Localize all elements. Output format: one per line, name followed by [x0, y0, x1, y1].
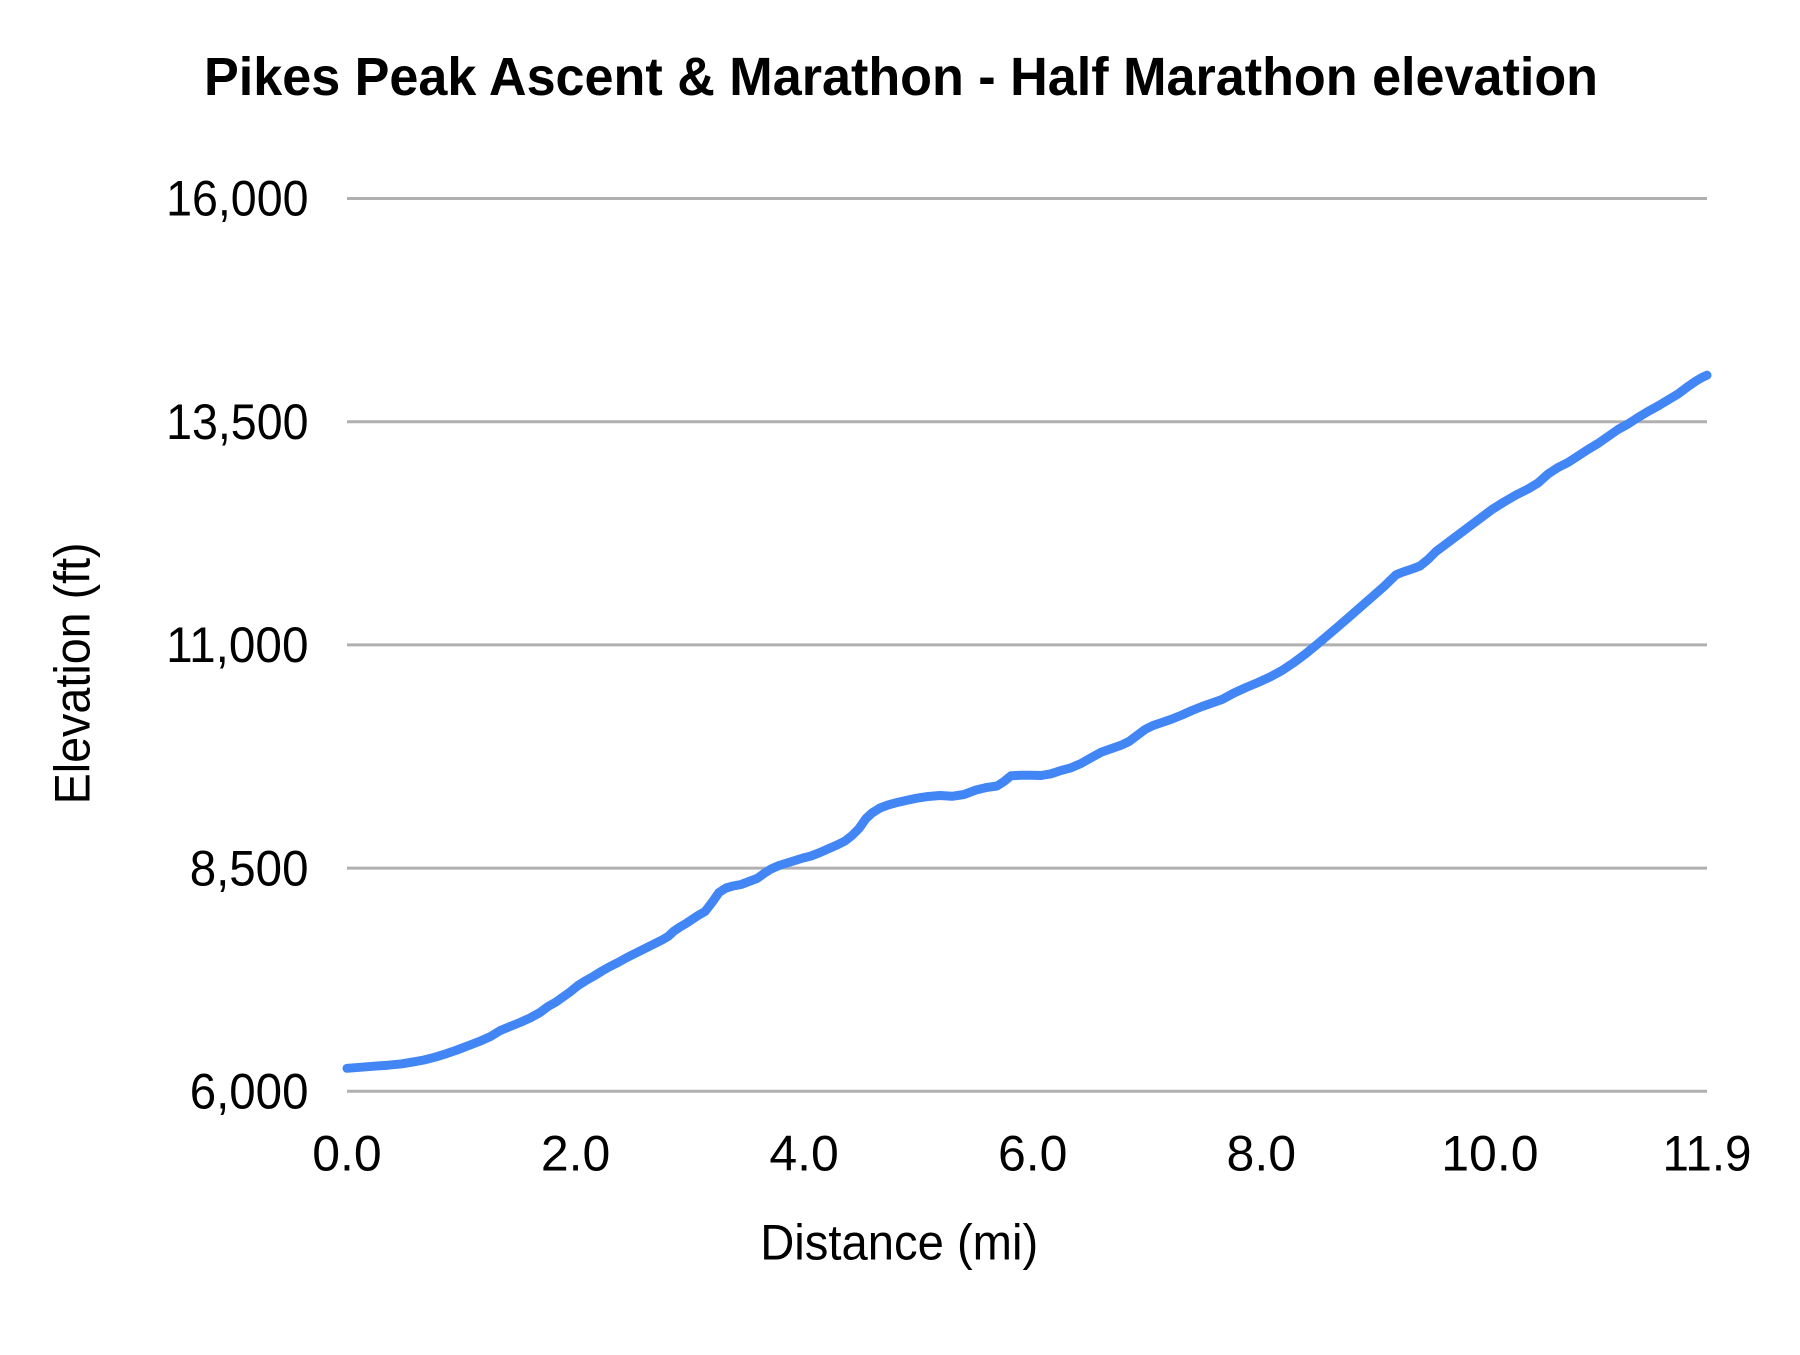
svg-text:2.0: 2.0: [541, 1126, 611, 1182]
svg-text:8.0: 8.0: [1227, 1126, 1297, 1182]
svg-text:Pikes Peak Ascent & Marathon -: Pikes Peak Ascent & Marathon - Half Mara…: [204, 47, 1598, 107]
svg-text:0.0: 0.0: [312, 1126, 382, 1182]
svg-text:Distance (mi): Distance (mi): [760, 1215, 1038, 1271]
svg-text:6,000: 6,000: [190, 1064, 309, 1120]
svg-text:Elevation (ft): Elevation (ft): [45, 542, 101, 804]
svg-text:8,500: 8,500: [190, 840, 309, 896]
svg-text:11,000: 11,000: [166, 617, 308, 673]
svg-text:16,000: 16,000: [166, 171, 308, 227]
svg-text:10.0: 10.0: [1441, 1126, 1538, 1182]
svg-text:4.0: 4.0: [769, 1126, 839, 1182]
svg-text:11.9: 11.9: [1663, 1126, 1752, 1182]
svg-text:13,500: 13,500: [166, 394, 308, 450]
svg-text:6.0: 6.0: [998, 1126, 1068, 1182]
